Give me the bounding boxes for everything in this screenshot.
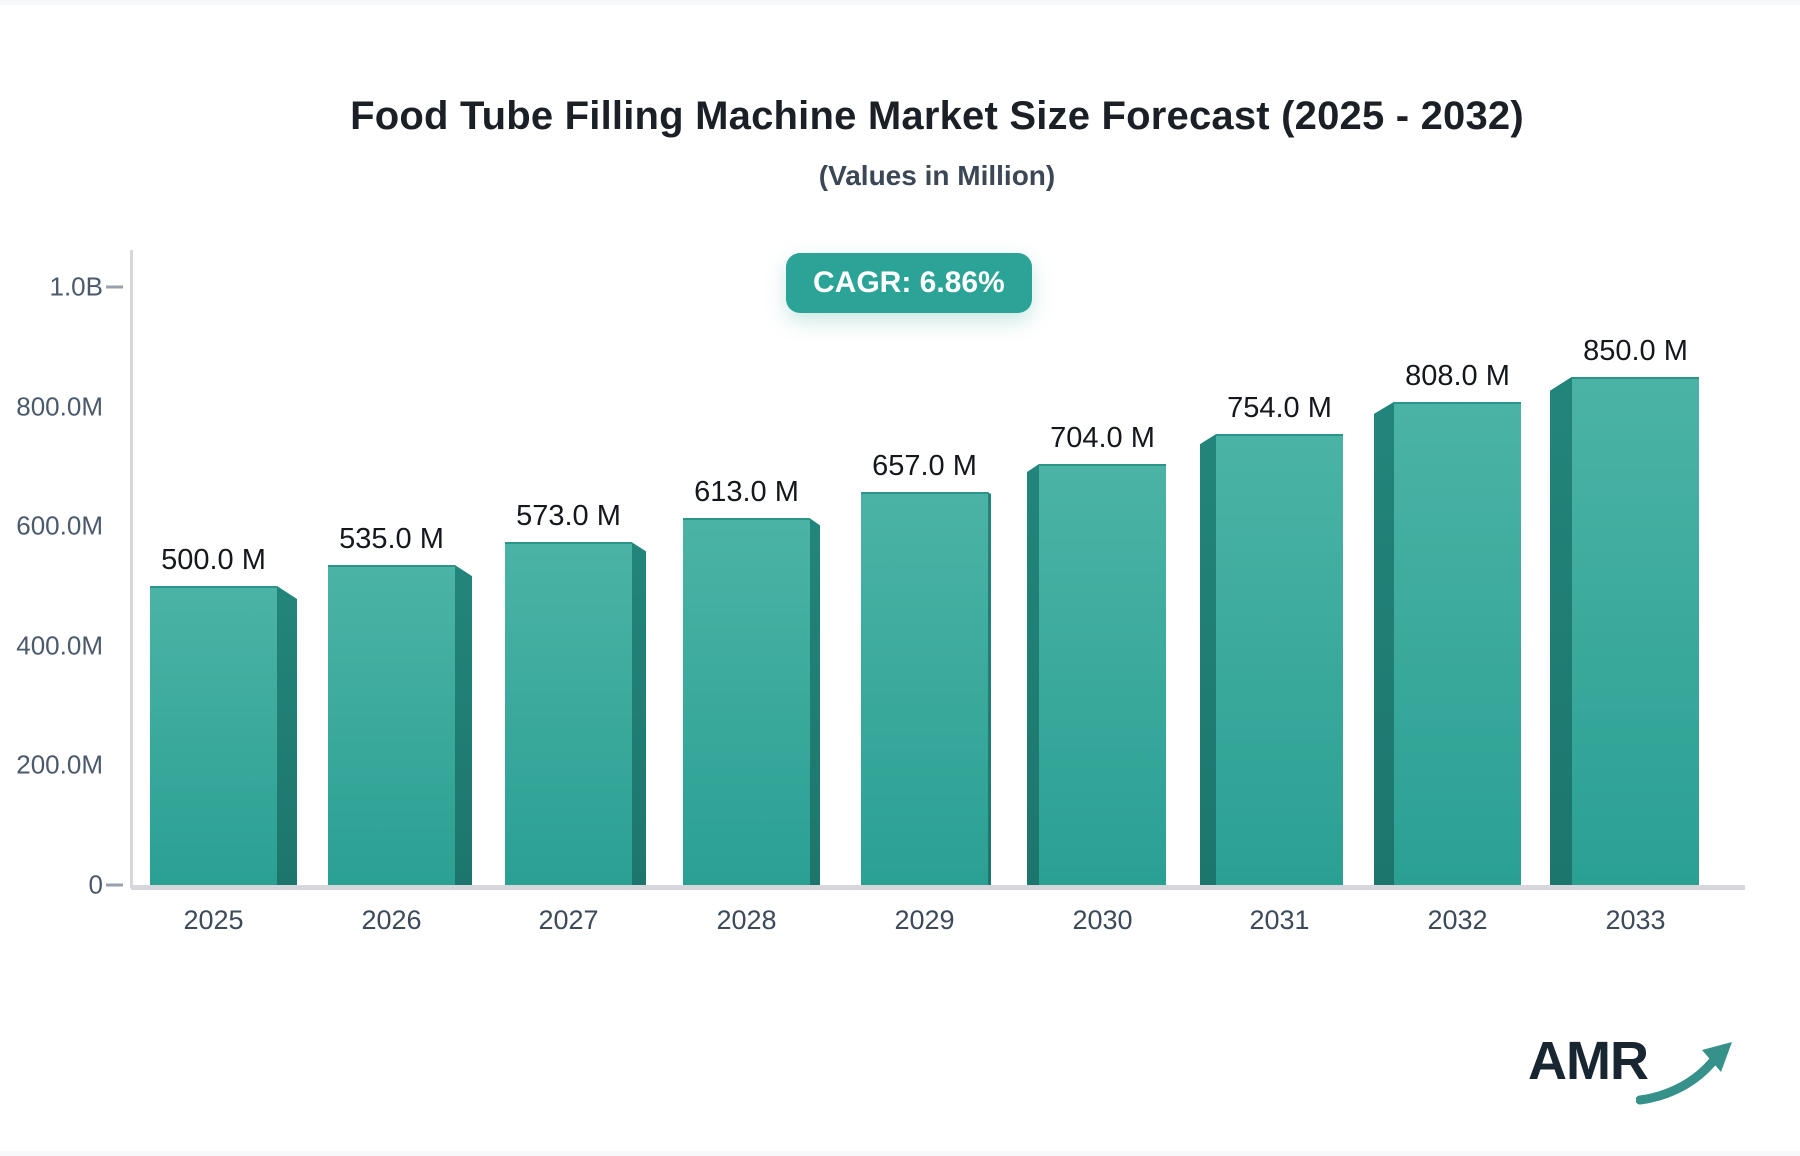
bar-side: [1550, 376, 1572, 885]
bar-side: [1027, 464, 1039, 885]
growth-arrow-icon: [1635, 1042, 1732, 1105]
bar-value-label: 535.0 M: [339, 523, 444, 556]
bar-front: [683, 518, 810, 885]
top-strip: [0, 0, 1800, 5]
y-axis-line: [130, 250, 133, 888]
x-category-label: 2028: [716, 905, 777, 935]
bar-side: [1374, 401, 1394, 885]
bar-value-label: 808.0 M: [1405, 359, 1510, 392]
amr-logo-text: AMR: [1528, 1031, 1649, 1091]
y-tick-dash: [106, 883, 123, 887]
bar-side: [632, 542, 646, 885]
bar-side: [810, 518, 820, 885]
x-category-label: 2031: [1249, 905, 1310, 935]
y-tick-label: 0: [88, 869, 103, 900]
bar-front: [1216, 434, 1343, 885]
bar-front: [505, 542, 632, 885]
x-category-label: 2026: [361, 905, 422, 935]
x-category-label: 2030: [1072, 905, 1133, 935]
bottom-strip: [0, 1151, 1800, 1156]
bar-front: [1394, 401, 1521, 885]
y-tick-label: 1.0B: [49, 271, 104, 302]
bar-front: [328, 565, 455, 885]
bar-front: [1572, 376, 1699, 885]
x-category-label: 2033: [1605, 905, 1666, 935]
y-tick-dash: [106, 285, 123, 289]
bar-side: [277, 586, 297, 885]
x-category-label: 2027: [538, 905, 599, 935]
bar-value-label: 657.0 M: [872, 450, 977, 483]
chart-title: Food Tube Filling Machine Market Size Fo…: [350, 94, 1524, 138]
y-tick-label: 400.0M: [16, 630, 103, 661]
y-tick-label: 600.0M: [16, 510, 103, 541]
cagr-badge: CAGR: 6.86%: [786, 253, 1032, 313]
bar-value-label: 704.0 M: [1050, 422, 1155, 454]
bar-front: [150, 586, 277, 885]
bar-front: [1039, 464, 1166, 885]
x-category-label: 2029: [894, 905, 955, 935]
bar-side: [455, 565, 472, 885]
bar-value-label: 754.0 M: [1227, 392, 1332, 425]
x-axis-line: [131, 885, 1745, 890]
bar-value-label: 613.0 M: [694, 476, 799, 509]
bar-value-label: 573.0 M: [516, 500, 621, 533]
x-category-label: 2032: [1427, 905, 1488, 935]
bar-side: [1200, 434, 1216, 885]
bar-side: [988, 492, 991, 885]
bar-value-label: 850.0 M: [1583, 334, 1688, 367]
y-tick-label: 800.0M: [16, 391, 103, 422]
x-category-label: 2025: [183, 905, 244, 935]
bar-front: [861, 492, 988, 885]
y-tick-label: 200.0M: [16, 749, 103, 780]
chart-subtitle: (Values in Million): [818, 160, 1056, 191]
amr-logo: AMR: [1528, 1034, 1736, 1106]
bar-value-label: 500.0 M: [161, 544, 266, 576]
